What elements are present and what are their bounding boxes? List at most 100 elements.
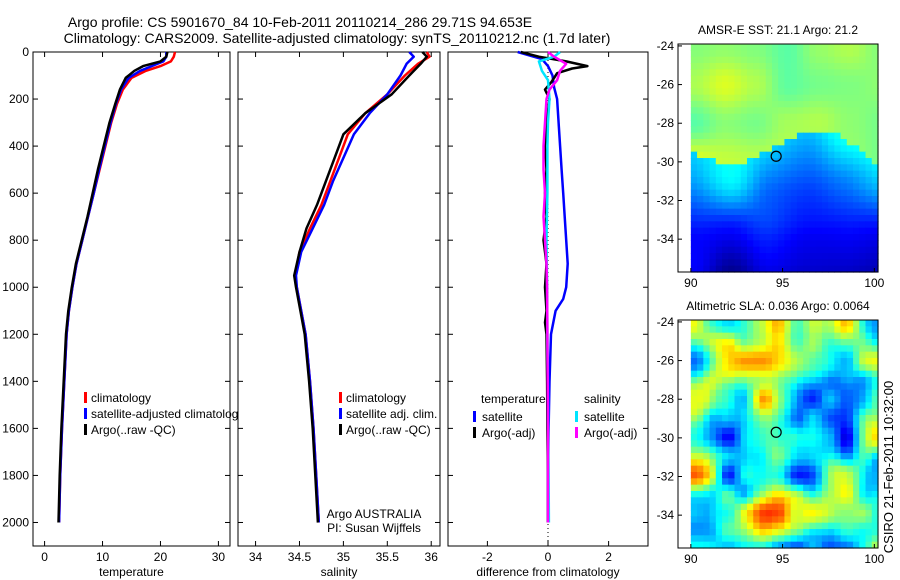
- sst_map-cell: [796, 82, 804, 89]
- sst_map-cell: [784, 139, 792, 146]
- sst_map-cell: [815, 259, 823, 267]
- sst_map-cell: [834, 101, 842, 108]
- sst_map-cell: [809, 94, 817, 102]
- sla_map-cell: [703, 415, 711, 422]
- sst_map-cell: [746, 145, 754, 153]
- sst_map-cell: [697, 107, 704, 115]
- sst_map-cell: [784, 50, 792, 58]
- sla_map-cell: [765, 535, 773, 543]
- sla_map-cell: [753, 383, 761, 391]
- sla_map-cell: [871, 415, 879, 422]
- sla_map-ytick-label: -30: [657, 431, 675, 445]
- sla_map-cell: [846, 370, 854, 378]
- sla_map-cell: [790, 415, 798, 422]
- sla_map-cell: [728, 541, 736, 549]
- sla_map-cell: [784, 339, 792, 346]
- sla_map-cell: [746, 478, 754, 486]
- sst_map-cell: [778, 183, 786, 191]
- sla_map-cell: [765, 529, 773, 536]
- sst_map-cell: [853, 196, 860, 203]
- sla_map-cell: [796, 358, 804, 365]
- sla_map-cell: [715, 370, 723, 378]
- sst_map-cell: [722, 246, 729, 254]
- sst_map-cell: [722, 101, 729, 108]
- sla_map-cell: [784, 529, 792, 536]
- sla_map-cell: [759, 339, 767, 346]
- sla_map-cell: [796, 377, 804, 384]
- sla_map-cell: [703, 408, 711, 416]
- sst_map-cell: [815, 82, 823, 89]
- temp-xtick-label: 30: [212, 550, 226, 564]
- sla_map-cell: [809, 516, 817, 524]
- sst_map-cell: [734, 151, 742, 159]
- sst_map-cell: [765, 63, 773, 70]
- sla_map-cell: [778, 389, 786, 397]
- sst_map-cell: [809, 158, 817, 165]
- sst_map-cell: [771, 56, 779, 64]
- sla_map-cell: [834, 522, 842, 530]
- sla_map-cell: [771, 408, 779, 416]
- sla_map-cell: [746, 453, 754, 460]
- sst_map-cell: [865, 69, 873, 77]
- sla_map-cell: [759, 377, 767, 384]
- sla_map-cell: [871, 396, 879, 403]
- sst_map-cell: [865, 208, 873, 216]
- sst_map-cell: [790, 107, 798, 115]
- sst_map-cell: [840, 82, 848, 89]
- sst_map-cell: [697, 75, 704, 83]
- sst_map-cell: [828, 227, 835, 235]
- sst_map-cell: [784, 208, 792, 216]
- sla_map-cell: [815, 472, 823, 479]
- sst_map-cell: [728, 253, 736, 260]
- sst_map-cell: [703, 69, 711, 77]
- sst_map-cell: [803, 202, 810, 210]
- sla_map-cell: [853, 491, 860, 498]
- sla_map-cell: [865, 383, 873, 391]
- sla_map-cell: [722, 421, 729, 429]
- sst_map-cell: [859, 177, 867, 184]
- sst_map-cell: [853, 265, 860, 273]
- sst_map-cell: [790, 253, 798, 260]
- sst_map-cell: [784, 107, 792, 115]
- sla_map-cell: [765, 351, 773, 359]
- sst_map-cell: [778, 196, 786, 203]
- sst_map-cell: [846, 139, 854, 146]
- sst_map-cell: [734, 113, 742, 121]
- sla_map-cell: [709, 446, 717, 454]
- sst_map-cell: [871, 189, 879, 197]
- sst_map-cell: [703, 240, 711, 248]
- sst_map-cell: [697, 69, 704, 77]
- salt-xtick-label: 35.5: [376, 550, 400, 564]
- diff-xlabel: difference from climatology: [476, 565, 619, 579]
- sst_map-cell: [828, 50, 835, 58]
- sla_map-cell: [840, 326, 848, 334]
- sla_map-cell: [753, 320, 761, 327]
- sst_map-cell: [746, 101, 754, 108]
- sst_map-cell: [815, 253, 823, 260]
- sla_map-cell: [846, 320, 854, 327]
- sla_map-cell: [871, 421, 879, 429]
- sla_map-cell: [765, 491, 773, 498]
- sst_map-cell: [853, 183, 860, 191]
- sst_map-cell: [690, 94, 698, 102]
- sst_map-cell: [809, 139, 817, 146]
- sla_map-cell: [722, 434, 729, 441]
- sla_map-cell: [865, 332, 873, 340]
- sla_map-cell: [840, 358, 848, 365]
- sla_map-cell: [722, 478, 729, 486]
- sst_map-cell: [765, 88, 773, 96]
- sst_map-cell: [697, 265, 704, 273]
- sla_map-cell: [759, 503, 767, 511]
- sla_map-cell: [771, 529, 779, 536]
- sla_map-cell: [871, 541, 879, 549]
- sla_map-cell: [753, 434, 761, 441]
- sst_map-cell: [846, 44, 854, 51]
- sst_map-cell: [722, 107, 729, 115]
- sla_map-xtick-label: 95: [776, 552, 790, 566]
- sst_map-cell: [753, 196, 761, 203]
- sst_map-cell: [715, 69, 723, 77]
- sst_map-cell: [828, 202, 835, 210]
- sst_map-cell: [740, 221, 748, 229]
- sst_map-cell: [697, 113, 704, 121]
- sst_map-cell: [859, 88, 867, 96]
